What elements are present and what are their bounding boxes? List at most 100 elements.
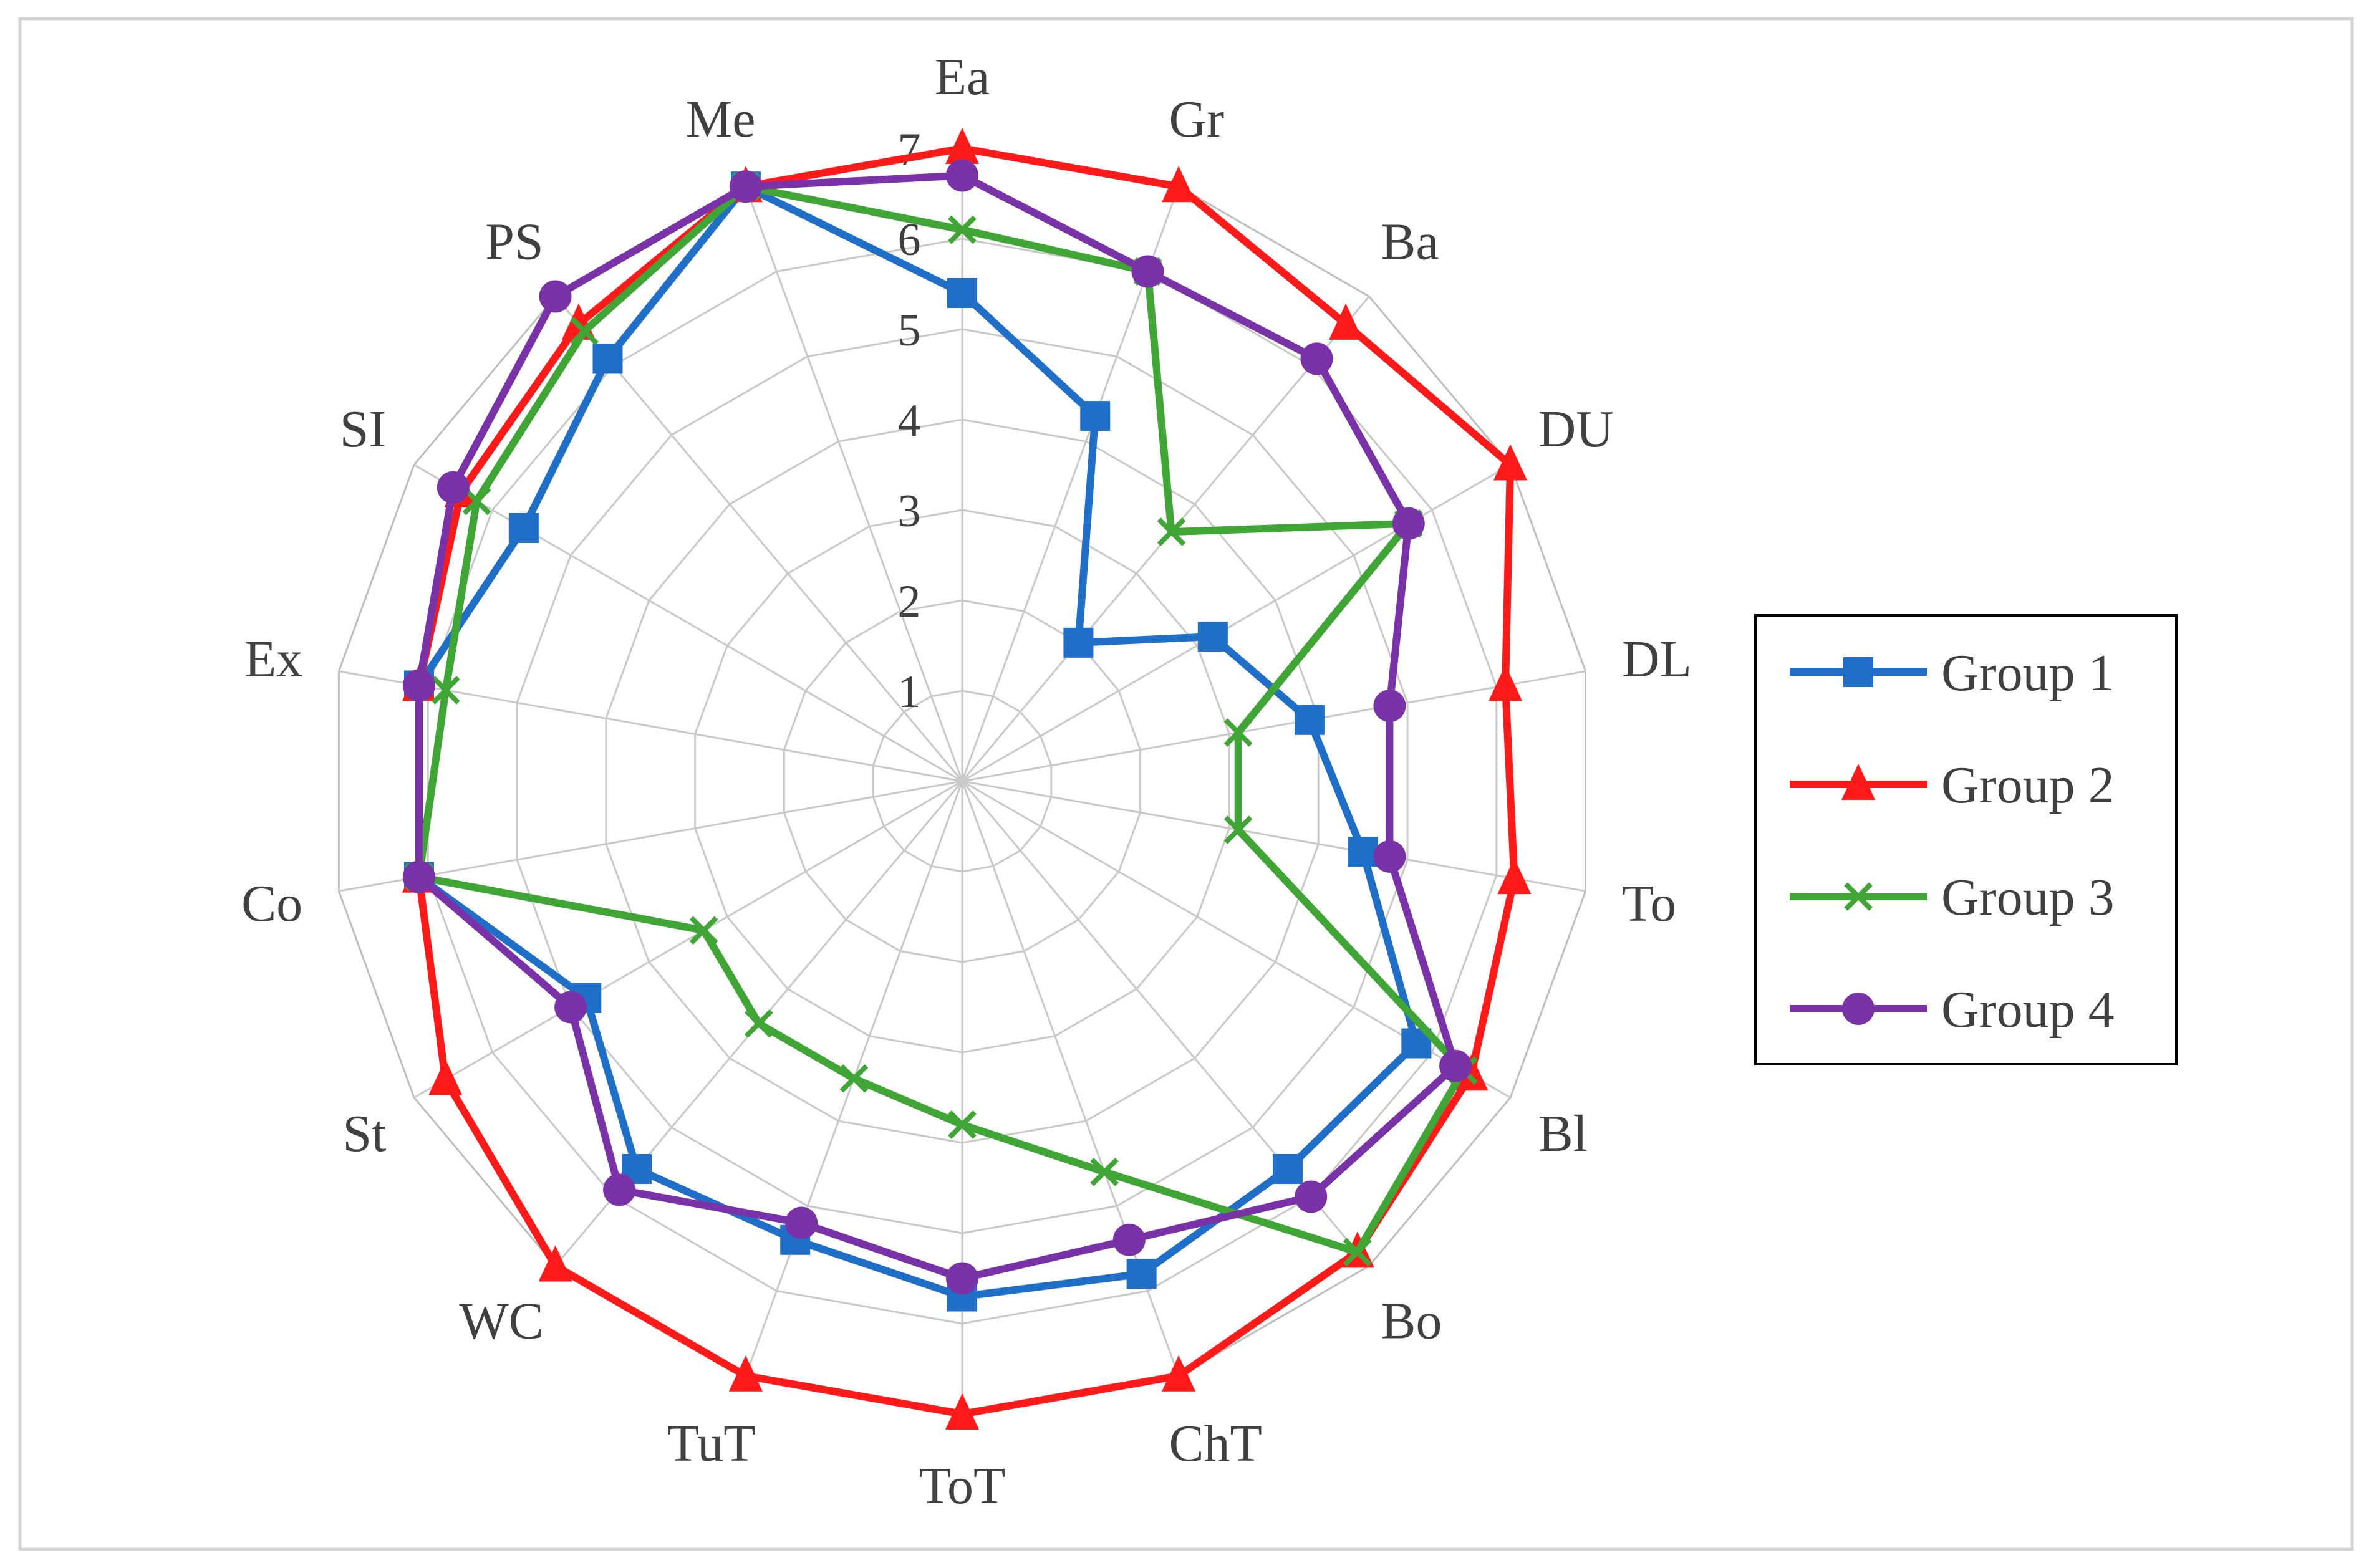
category-label-bl: Bl bbox=[1538, 1105, 1588, 1163]
series-3-point-tot-stroke-b bbox=[948, 1110, 977, 1139]
series-1-point-ps bbox=[592, 344, 623, 374]
series-3-point-cht bbox=[1090, 1157, 1119, 1186]
category-label-co: Co bbox=[241, 875, 302, 933]
category-label-tut: TuT bbox=[667, 1415, 756, 1473]
series-2-point-ea bbox=[945, 128, 979, 164]
legend-marker-4 bbox=[1842, 993, 1875, 1025]
series-4 bbox=[402, 159, 1472, 1295]
series-1-point-du bbox=[1197, 622, 1228, 652]
series-3-point-ps-stroke-b bbox=[570, 317, 599, 345]
spoke-to bbox=[962, 780, 1586, 892]
series-4-point-to bbox=[1373, 840, 1406, 873]
series-4-point-st bbox=[554, 991, 587, 1024]
series-4-point-ex bbox=[402, 669, 435, 702]
legend-box bbox=[1754, 614, 2178, 1065]
series-3-point-ea-stroke-b bbox=[948, 215, 977, 244]
legend: Group 1 Group 2 Group 3 Group 4 bbox=[1754, 614, 2178, 1065]
series-3-point-ba-stroke-b bbox=[1157, 517, 1186, 546]
series-3-point-dl bbox=[1223, 718, 1253, 747]
legend-entry-3: Group 3 bbox=[1790, 868, 2115, 926]
series-3-point-ba bbox=[1157, 517, 1186, 546]
tick-label-1: 1 bbox=[898, 666, 921, 718]
series-2-point-tut bbox=[728, 1355, 763, 1392]
series-4-point-tot bbox=[946, 1262, 978, 1295]
category-label-wc: WC bbox=[459, 1292, 543, 1350]
legend-marker-3-stroke-b bbox=[1844, 882, 1873, 911]
series-4-point-du bbox=[1392, 507, 1425, 540]
series-4-point-cht bbox=[1112, 1223, 1146, 1256]
legend-marker-2 bbox=[1841, 764, 1875, 800]
series-4-point-gr bbox=[1131, 255, 1164, 288]
series-2-point-st bbox=[428, 1059, 463, 1095]
series-2-point-bl bbox=[1454, 1054, 1489, 1091]
series-4-point-tut bbox=[785, 1206, 818, 1239]
spoke-me bbox=[745, 186, 963, 782]
tick-label-7: 7 bbox=[898, 124, 921, 175]
series-4-point-me bbox=[729, 170, 762, 203]
series-4-point-ea bbox=[946, 159, 978, 192]
series-3-point-tut-stroke-b bbox=[839, 1064, 869, 1093]
series-3-point-ex-stroke-b bbox=[431, 676, 460, 705]
series-3-point-bo-stroke-b bbox=[1343, 1238, 1372, 1267]
series-2-point-dl bbox=[1489, 665, 1523, 701]
series-group bbox=[402, 128, 1532, 1430]
category-label-me: Me bbox=[686, 90, 756, 148]
category-label-ea: Ea bbox=[935, 48, 990, 106]
series-3-point-tot bbox=[948, 1110, 977, 1139]
legend-entry-2: Group 2 bbox=[1790, 756, 2115, 814]
category-label-du: DU bbox=[1538, 400, 1614, 458]
category-label-ex: Ex bbox=[244, 630, 302, 688]
series-1-point-to bbox=[1348, 837, 1378, 867]
series-2-point-du bbox=[1493, 444, 1528, 481]
series-3-point-ps bbox=[570, 317, 599, 345]
series-3-point-cht-stroke-b bbox=[1090, 1157, 1119, 1186]
series-3-point-dl-stroke-b bbox=[1223, 718, 1253, 747]
legend-label-2: Group 2 bbox=[1941, 756, 2115, 814]
spoke-st bbox=[413, 780, 963, 1099]
category-label-bo: Bo bbox=[1381, 1292, 1442, 1350]
series-1-point-ea bbox=[947, 278, 977, 308]
tick-label-3: 3 bbox=[898, 486, 921, 537]
spoke-dl bbox=[962, 670, 1586, 782]
spoke-ps bbox=[554, 296, 963, 782]
spoke-si bbox=[413, 464, 963, 782]
category-label-to: To bbox=[1622, 875, 1676, 933]
category-label-st: St bbox=[342, 1105, 386, 1163]
series-2-point-ba bbox=[1329, 303, 1363, 340]
category-label-gr: Gr bbox=[1169, 90, 1224, 148]
series-4-point-co bbox=[402, 860, 435, 893]
series-4-point-bl bbox=[1439, 1049, 1472, 1082]
legend-label-1: Group 1 bbox=[1941, 644, 2115, 702]
spoke-co bbox=[339, 780, 963, 892]
legend-entry-1: Group 1 bbox=[1790, 644, 2115, 702]
legend-label-3: Group 3 bbox=[1941, 868, 2115, 926]
series-2-point-to bbox=[1497, 858, 1532, 895]
series-4-point-dl bbox=[1373, 690, 1406, 723]
series-1-point-dl bbox=[1294, 705, 1325, 735]
category-label-cht: ChT bbox=[1169, 1415, 1262, 1473]
series-4-point-wc bbox=[603, 1173, 636, 1206]
series-4-point-ba bbox=[1300, 342, 1333, 375]
series-3-point-to bbox=[1223, 815, 1253, 844]
tick-label-2: 2 bbox=[898, 576, 921, 627]
category-labels: Ea Gr Ba DU DL To Bl Bo ChT ToT TuT WC St Co Ex SI PS Me bbox=[241, 48, 1692, 1515]
series-3-point-st bbox=[689, 916, 718, 945]
category-label-si: SI bbox=[340, 400, 387, 458]
series-1-point-cht bbox=[1126, 1259, 1157, 1289]
series-1-point-si bbox=[508, 513, 539, 543]
series-3-point-to-stroke-b bbox=[1223, 815, 1253, 844]
tick-label-4: 4 bbox=[898, 395, 921, 446]
series-3-point-st-stroke-b bbox=[689, 916, 718, 945]
series-4-point-si bbox=[437, 471, 470, 504]
series-1-point-ba bbox=[1063, 627, 1094, 658]
series-1-point-bo bbox=[1272, 1154, 1303, 1185]
series-1-point-gr bbox=[1080, 401, 1111, 431]
series-3-point-si-stroke-b bbox=[462, 486, 491, 516]
category-label-ba: Ba bbox=[1381, 213, 1439, 271]
legend-marker-1 bbox=[1843, 657, 1873, 687]
series-2-point-wc bbox=[538, 1245, 572, 1282]
series-3-point-ex bbox=[431, 676, 460, 705]
series-3-point-wc bbox=[744, 1009, 773, 1038]
